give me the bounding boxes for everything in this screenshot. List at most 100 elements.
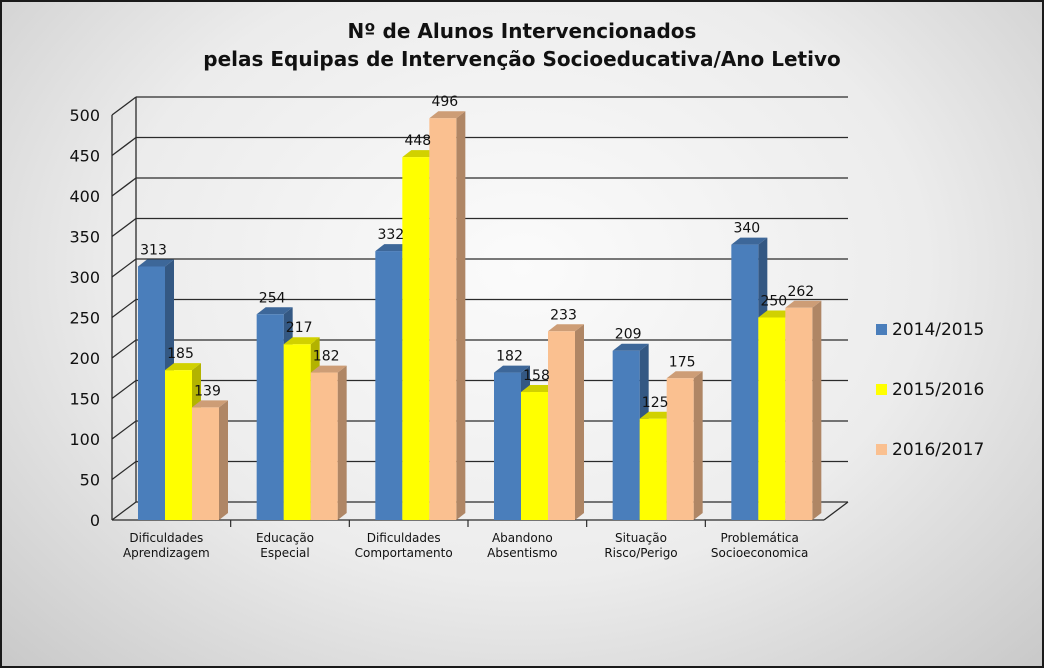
- bar-top: [429, 111, 466, 119]
- x-tick-label: Risco/Perigo: [604, 546, 677, 560]
- bar-top: [310, 365, 347, 373]
- bar: [165, 370, 192, 520]
- data-label: 125: [642, 395, 669, 411]
- y-tick-label: 400: [69, 187, 100, 206]
- data-label: 340: [733, 221, 760, 237]
- data-label: 313: [140, 242, 167, 258]
- y-tick-label: 350: [69, 228, 100, 247]
- x-tick-label: Abandono: [492, 531, 553, 545]
- bar-side: [456, 111, 466, 521]
- data-label: 254: [259, 290, 286, 306]
- bar: [402, 157, 430, 520]
- bar: [639, 418, 667, 520]
- y-tick-label: 50: [80, 471, 100, 490]
- y-tick-label: 100: [69, 430, 100, 449]
- bar: [758, 317, 786, 520]
- bar: [310, 372, 338, 520]
- x-axis-right-slant: [823, 501, 849, 521]
- bar-top: [192, 400, 228, 408]
- bar-top: [283, 337, 320, 345]
- y-tick-label: 0: [90, 511, 100, 530]
- bar: [192, 407, 219, 520]
- legend-label: 2014/2015: [892, 320, 984, 340]
- x-tick-label: Absentismo: [487, 546, 557, 560]
- bar-top: [548, 324, 584, 332]
- gridline-slant-150: [111, 379, 137, 400]
- x-tick-label: Educação: [256, 531, 314, 545]
- data-label: 182: [496, 349, 523, 365]
- bar-side: [219, 400, 228, 520]
- bar: [138, 266, 165, 520]
- data-label: 185: [167, 346, 194, 362]
- gridline-slant-50: [111, 460, 137, 481]
- bar: [785, 307, 813, 520]
- bar: [666, 378, 694, 520]
- data-label: 262: [787, 284, 814, 300]
- x-tick-label: Especial: [260, 546, 309, 560]
- grid-layer: [111, 96, 848, 521]
- axis-layer: 0 50 100 150 200 250 300 350 400 450 500 Dificuldad…: [69, 97, 849, 560]
- bar: [375, 251, 403, 520]
- bar-top: [256, 307, 293, 315]
- gridline-slant-450: [111, 136, 137, 157]
- chart-title-line-1: Nº de Alunos Intervencionados: [348, 19, 697, 43]
- gridline-slant-350: [111, 217, 137, 238]
- x-tick-label: Dificuldades: [367, 531, 441, 545]
- bar-side: [812, 300, 822, 520]
- bar-top: [731, 237, 768, 245]
- data-label: 175: [669, 354, 696, 370]
- bar: [521, 392, 548, 520]
- data-label: 448: [404, 133, 431, 149]
- bar-top: [785, 300, 822, 308]
- legend: 2014/2015 2015/2016 2016/2017: [876, 320, 984, 460]
- data-label: 233: [550, 307, 577, 323]
- bar: [548, 331, 575, 520]
- x-tick-label: Aprendizagem: [123, 546, 210, 560]
- data-label: 496: [431, 94, 458, 110]
- chart-title-line-2: pelas Equipas de Intervenção Socioeducat…: [203, 47, 841, 71]
- gridline-slant-400: [111, 177, 137, 197]
- gridline-slant-500: [111, 96, 137, 116]
- bar-side: [337, 365, 347, 520]
- data-label: 217: [286, 320, 313, 336]
- legend-swatch: [876, 384, 887, 395]
- bar-top: [612, 343, 649, 351]
- data-label: 332: [377, 227, 404, 243]
- y-tick-label: 150: [69, 390, 100, 409]
- x-tick-label: Socioeconomica: [711, 546, 808, 560]
- bar: [429, 118, 457, 521]
- y-tick-label: 250: [69, 309, 100, 328]
- legend-swatch: [876, 324, 887, 335]
- gridline-slant-100: [111, 420, 137, 440]
- y-tick-label: 300: [69, 268, 100, 287]
- data-label: 158: [523, 368, 550, 384]
- legend-swatch: [876, 444, 887, 455]
- bar: [283, 344, 311, 520]
- bar-top: [138, 259, 174, 267]
- bar-side: [575, 324, 584, 520]
- legend-label: 2015/2016: [892, 380, 984, 400]
- bar: [256, 314, 284, 520]
- bar: [612, 350, 640, 520]
- y-tick-label: 450: [69, 147, 100, 166]
- data-label: 139: [194, 383, 221, 399]
- bar-layer: [138, 111, 822, 521]
- bar-top: [494, 365, 530, 373]
- y-tick-label: 200: [69, 349, 100, 368]
- data-label: 209: [615, 327, 642, 343]
- x-tick-label: Problemática: [720, 531, 798, 545]
- bar: [731, 244, 759, 520]
- label-layer: 3131851392542171823324484961821582332091…: [140, 94, 814, 411]
- gridline-slant-250: [111, 298, 137, 319]
- gridline-slant-300: [111, 258, 137, 278]
- bar: [494, 372, 521, 520]
- bar-side: [693, 371, 703, 520]
- bar-top: [666, 371, 703, 379]
- data-label: 182: [313, 349, 340, 365]
- gridline-slant-0: [111, 501, 137, 521]
- bar-top: [165, 363, 201, 371]
- x-tick-label: Comportamento: [355, 546, 453, 560]
- y-tick-label: 500: [69, 106, 100, 125]
